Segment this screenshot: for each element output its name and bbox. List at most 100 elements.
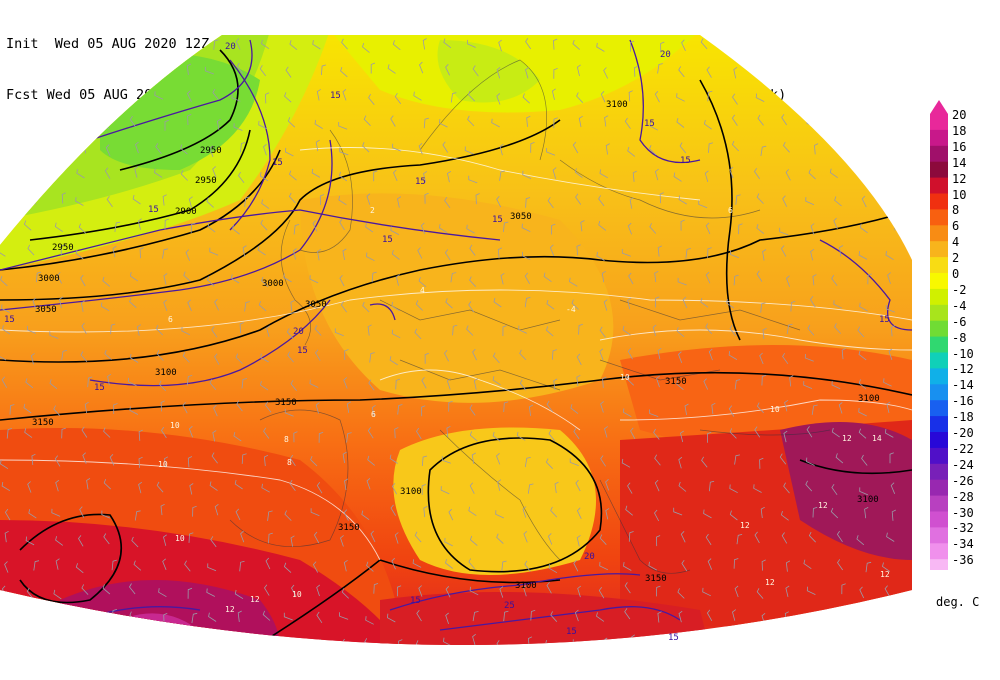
wind-barb (397, 585, 402, 597)
wind-barb (809, 611, 814, 624)
wind-barb (734, 454, 740, 465)
colorbar-label: 20 (952, 108, 967, 122)
wind-barb (657, 347, 662, 360)
wind-label: 20 (584, 552, 595, 562)
wind-barb (25, 536, 35, 546)
wind-barb (163, 299, 168, 312)
wind-barb (158, 588, 167, 598)
wind-barb (343, 509, 349, 521)
wind-barb (234, 479, 243, 490)
wind-barb (55, 89, 63, 101)
wind-label: 15 (4, 315, 15, 325)
wind-barb (238, 171, 245, 183)
wind-barb (496, 533, 504, 544)
wind-barb (390, 115, 396, 127)
wind-barb (444, 350, 449, 362)
wind-barb (340, 66, 348, 78)
wind-barb (189, 483, 194, 495)
wind-barb (469, 244, 476, 256)
wind-barb (838, 402, 843, 414)
wind-barb (391, 557, 396, 570)
wind-barb (1, 304, 10, 313)
wind-barb (571, 299, 579, 310)
wind-barb (30, 353, 35, 365)
wind-barb (309, 300, 318, 310)
wind-barb (492, 352, 500, 364)
wind-barb (260, 353, 269, 363)
wind-barb (259, 65, 267, 77)
wind-barb (858, 379, 867, 390)
wind-barb (26, 587, 34, 599)
wind-barb (368, 94, 375, 105)
temp-label: 4 (420, 286, 425, 295)
wind-barb (530, 142, 535, 153)
colorbar-swatches (930, 100, 948, 570)
colorbar-swatch (930, 400, 948, 417)
wind-barb (831, 613, 838, 624)
wind-barb (707, 247, 712, 258)
wind-barb (156, 481, 164, 493)
wind-barb (362, 142, 370, 153)
height-label: 3050 (305, 300, 327, 310)
wind-barb (389, 454, 398, 464)
wind-barb (627, 297, 632, 310)
wind-barb (317, 248, 322, 261)
wind-barb (649, 223, 657, 234)
wind-barb (162, 248, 168, 259)
wind-barb (867, 273, 872, 285)
wind-barb (389, 356, 398, 366)
wind-barb (212, 430, 217, 442)
wind-barb (732, 609, 737, 621)
wind-barb (469, 431, 478, 442)
wind-barb (244, 301, 250, 312)
wind-barb (241, 453, 247, 464)
wind-barb (82, 610, 90, 622)
height-label: 2950 (200, 146, 222, 156)
height-label: 3150 (645, 574, 667, 584)
wind-barb (627, 347, 633, 360)
wind-barb (657, 245, 662, 257)
wind-barb (27, 68, 36, 79)
wind-barb (884, 585, 890, 597)
wind-barb (212, 166, 217, 178)
wind-barb (206, 588, 215, 597)
height-label: 3000 (262, 279, 284, 289)
wind-barb (570, 404, 579, 414)
wind-barb (287, 117, 296, 128)
wind-barb (858, 94, 867, 103)
colorbar-label: -12 (952, 362, 974, 377)
wind-barb (186, 42, 193, 53)
wind-barb (263, 143, 267, 156)
colorbar-swatch (930, 511, 948, 528)
wind-barb (59, 296, 64, 309)
wind-barb (812, 506, 818, 518)
colorbar-swatch (930, 161, 948, 179)
wind-label: 15 (644, 119, 655, 129)
wind-barb (493, 297, 502, 308)
wind-barb (545, 326, 554, 337)
wind-barb (782, 68, 792, 78)
wind-barb (2, 325, 11, 335)
wind-barb (191, 612, 198, 624)
wind-barb (445, 64, 450, 76)
wind-barb (678, 481, 687, 492)
wind-barb (678, 610, 683, 623)
wind-barb (0, 224, 7, 234)
wind-barb (779, 453, 787, 465)
wind-label: 15 (879, 315, 890, 325)
wind-barb (548, 564, 558, 574)
wind-barb (30, 114, 35, 127)
height-label-group: 2950 2950 2900 2950 3000 3050 3000 3050 … (32, 100, 880, 591)
wind-barb (803, 559, 812, 570)
wind-barb (259, 172, 269, 182)
wind-barb (707, 637, 713, 645)
wind-label: 15 (680, 156, 691, 166)
wind-barb (262, 610, 271, 621)
wind-barb (698, 200, 708, 209)
colorbar-label: -24 (952, 457, 974, 472)
wind-barb (805, 480, 813, 492)
colorbar-swatch (930, 352, 948, 369)
wind-barb (397, 404, 403, 415)
wind-barb (4, 561, 9, 573)
height-label: 3150 (275, 398, 297, 408)
